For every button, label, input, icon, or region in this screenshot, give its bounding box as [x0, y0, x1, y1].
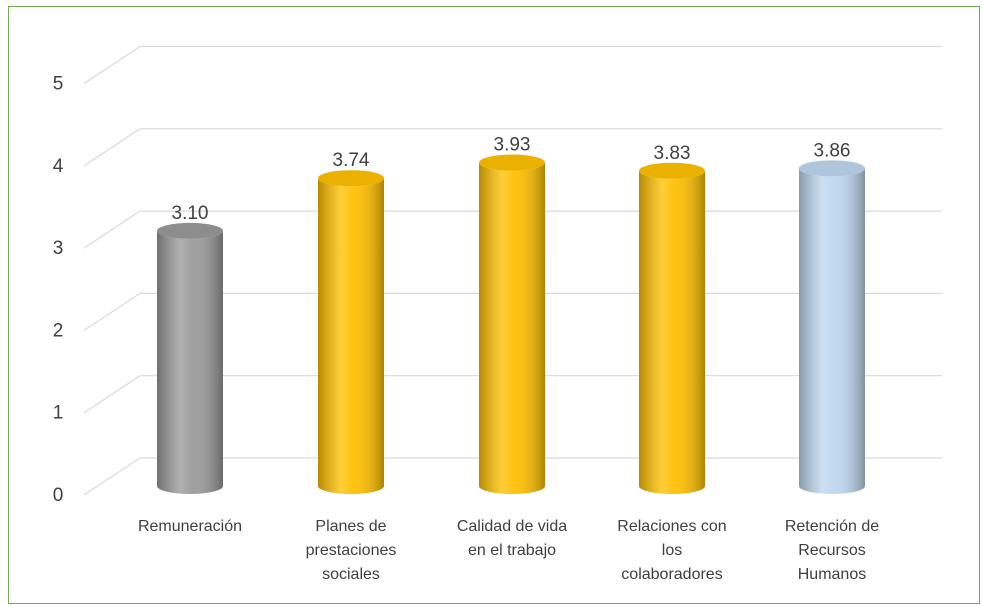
x-category-label: Relaciones con los colaboradores — [617, 518, 726, 583]
y-tick-label: 0 — [53, 485, 64, 506]
bar-top — [157, 222, 223, 239]
gridline-depth — [83, 210, 141, 249]
bar-shading — [639, 170, 705, 494]
bar-top — [639, 162, 705, 179]
bar — [318, 170, 384, 494]
bar-top — [479, 154, 545, 171]
data-label: 3.83 — [654, 143, 691, 164]
bar-top-shade — [157, 222, 223, 239]
bar-shading — [318, 178, 384, 494]
y-tick-label: 5 — [53, 74, 64, 95]
bar — [157, 222, 223, 494]
y-tick-label: 3 — [53, 238, 64, 259]
x-category-label: Calidad de vida en el trabajo — [457, 518, 567, 559]
bar-top-shade — [318, 170, 384, 187]
y-axis-ticks: 0 1 2 3 4 5 — [53, 74, 64, 507]
x-axis-categories: Remuneración Planes de prestaciones sociale… — [138, 518, 879, 583]
bar-top — [799, 160, 865, 177]
gridline-depth — [83, 128, 141, 167]
x-category-label: Remuneración — [138, 518, 242, 535]
gridline-depth — [83, 292, 141, 331]
x-category-label: Retención de Recursos Humanos — [785, 518, 879, 583]
bar-top-shade — [639, 162, 705, 179]
bar — [479, 154, 545, 494]
data-label: 3.10 — [172, 203, 209, 224]
bar-shading — [157, 230, 223, 494]
x-category-label: Planes de prestaciones sociales — [306, 518, 397, 583]
data-labels: 3.10 3.74 3.93 3.83 3.86 — [172, 135, 851, 224]
bar-top-shade — [799, 160, 865, 177]
y-tick-label: 2 — [53, 320, 64, 341]
data-label: 3.86 — [814, 140, 851, 161]
data-label: 3.74 — [333, 150, 370, 171]
gridline-depth — [83, 375, 141, 414]
gridline-depth — [83, 45, 141, 85]
bar-shading — [799, 168, 865, 494]
bar-shading — [479, 162, 545, 494]
bar-top — [318, 170, 384, 187]
y-tick-label: 4 — [53, 156, 64, 177]
y-tick-label: 1 — [53, 403, 64, 424]
gridline-depth — [83, 457, 141, 496]
bar — [639, 162, 705, 494]
bar-top-shade — [479, 154, 545, 171]
bar — [799, 160, 865, 494]
bars — [157, 154, 865, 494]
data-label: 3.93 — [494, 135, 531, 156]
